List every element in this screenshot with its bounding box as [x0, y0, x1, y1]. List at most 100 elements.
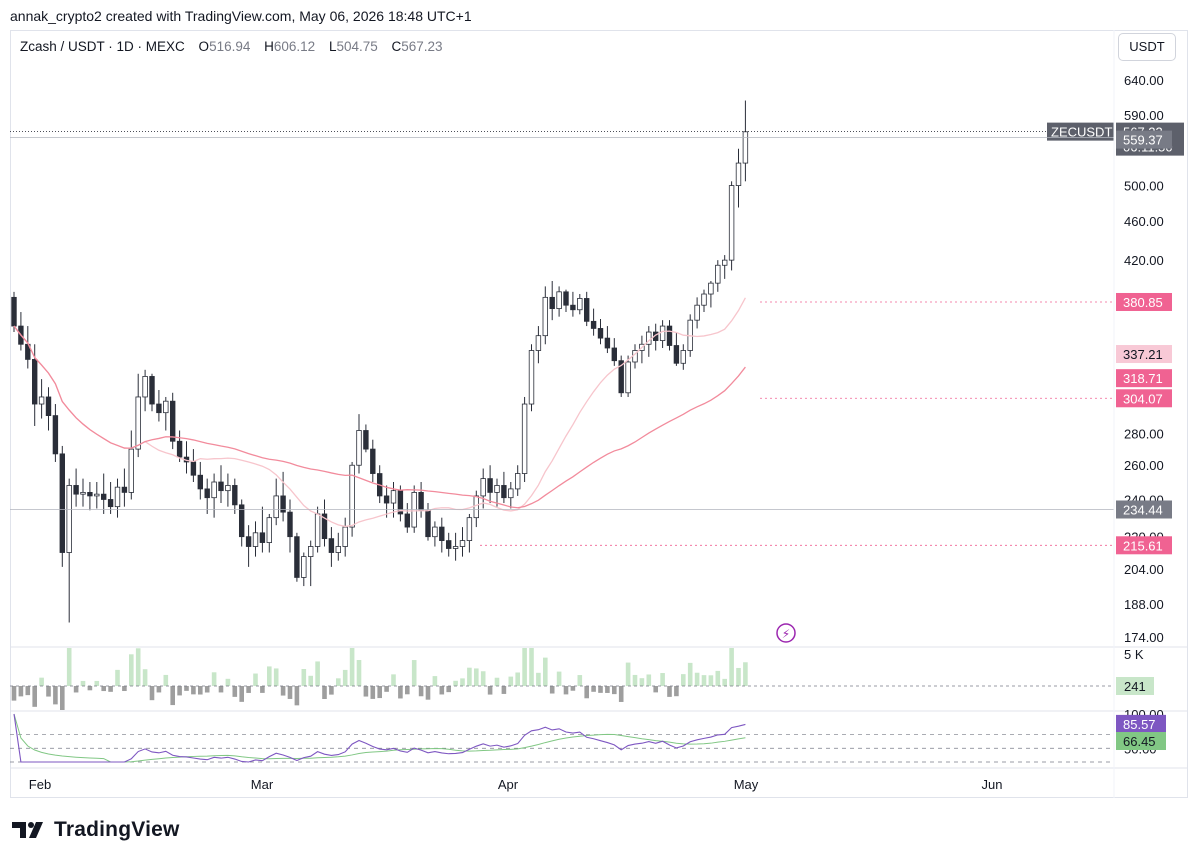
volume-axis-label: 5 K: [1124, 647, 1144, 662]
time-axis-label: Jun: [982, 777, 1003, 792]
volume-bar: [487, 686, 493, 695]
volume-bar: [694, 672, 700, 686]
symbol-name: Zcash / USDT · 1D · MEXC: [20, 39, 185, 54]
volume-bar: [232, 686, 238, 697]
candle-body: [301, 556, 307, 578]
volume-bar: [411, 660, 417, 686]
volume-bar: [715, 670, 721, 686]
volume-bar: [66, 648, 72, 686]
volume-bar: [191, 686, 196, 695]
price-tick-label: 420.00: [1124, 253, 1164, 268]
candle-body: [370, 448, 376, 474]
volume-bar: [87, 686, 93, 691]
high-label: H: [264, 39, 274, 54]
price-tag: [1116, 536, 1172, 555]
volume-bar: [342, 669, 348, 686]
tradingview-logo-icon: [12, 822, 43, 838]
price-tick-label: 204.00: [1124, 562, 1164, 577]
candle-body: [584, 298, 590, 322]
candle-body: [480, 478, 486, 497]
candle-body: [390, 490, 397, 504]
candle-body: [225, 485, 231, 492]
rsi-line: [13, 713, 746, 763]
volume-bar: [439, 686, 445, 695]
candle-body: [625, 361, 631, 394]
volume-bar: [322, 686, 327, 699]
candle-body: [577, 298, 583, 311]
price-tag: [1116, 292, 1172, 311]
volume-bar: [494, 677, 500, 686]
volume-bar: [453, 680, 458, 686]
close-label: C: [391, 39, 402, 54]
volume-bar: [225, 678, 231, 686]
candle-body: [673, 345, 680, 364]
candle-body: [190, 461, 197, 476]
volume-bar: [273, 668, 279, 686]
candle-body: [563, 291, 569, 306]
open-value: 516.94: [209, 39, 251, 54]
candle-body: [597, 328, 604, 339]
volume-bar: [301, 669, 307, 686]
candle-body: [197, 474, 203, 490]
rsi-ma-line: [13, 713, 746, 763]
candle-body: [549, 296, 555, 310]
candle-body: [259, 532, 266, 543]
tradingview-logo: TradingView: [12, 818, 180, 842]
volume-bar: [432, 676, 438, 686]
volume-bar: [674, 686, 679, 697]
candle-body: [715, 264, 721, 284]
candle-body: [156, 403, 162, 414]
time-axis-label: May: [734, 777, 759, 792]
candle-body: [535, 335, 542, 351]
volume-bar: [101, 686, 106, 692]
candle-body: [273, 495, 279, 519]
volume-tag-value: 241: [1124, 679, 1146, 694]
candle-body: [101, 493, 107, 500]
volume-bar: [267, 666, 272, 686]
time-axis-label: Apr: [498, 777, 519, 792]
volume-bar: [584, 686, 589, 699]
candle-body: [335, 546, 341, 553]
volume-bar: [708, 675, 714, 686]
volume-bar: [204, 686, 210, 693]
volume-bar: [729, 648, 734, 686]
price-tick-label: 188.00: [1124, 597, 1164, 612]
volume-bar: [129, 654, 134, 686]
rsi-tag: [1116, 714, 1166, 733]
candle-body: [149, 376, 155, 405]
open-label: O: [198, 39, 210, 54]
candle-body: [266, 517, 272, 543]
volume-bar: [163, 674, 169, 686]
volume-bar: [260, 686, 265, 693]
volume-bar: [536, 672, 541, 686]
volume-bar: [142, 669, 148, 686]
volume-bar: [591, 686, 596, 692]
volume-bar: [646, 674, 652, 686]
volume-bar: [667, 686, 672, 697]
lightning-icon: ⚡: [782, 627, 790, 641]
price-tick-label: 460.00: [1124, 214, 1164, 229]
volume-bar: [108, 686, 113, 692]
candle-body: [611, 347, 617, 362]
candle-body: [722, 259, 728, 266]
volume-bar: [501, 686, 507, 694]
price-tag-value: 318.71: [1123, 371, 1163, 386]
candle-body: [176, 440, 183, 458]
symbol-tag-label: ZECUSDT: [1051, 125, 1112, 140]
candle-body: [515, 473, 521, 490]
volume-bar: [467, 667, 472, 686]
candle-body: [245, 536, 252, 547]
candle-body: [94, 493, 100, 497]
candle-body: [59, 453, 65, 553]
volume-bar: [736, 667, 741, 686]
candle-body: [252, 532, 259, 547]
volume-bar: [474, 668, 479, 686]
price-tick-label: 500.00: [1124, 179, 1164, 194]
volume-bar: [349, 648, 355, 686]
candle-body: [432, 526, 438, 538]
volume-bar: [18, 686, 24, 697]
candle-body: [508, 488, 514, 499]
candle-body: [556, 291, 562, 310]
currency-button[interactable]: USDT: [1118, 33, 1176, 61]
